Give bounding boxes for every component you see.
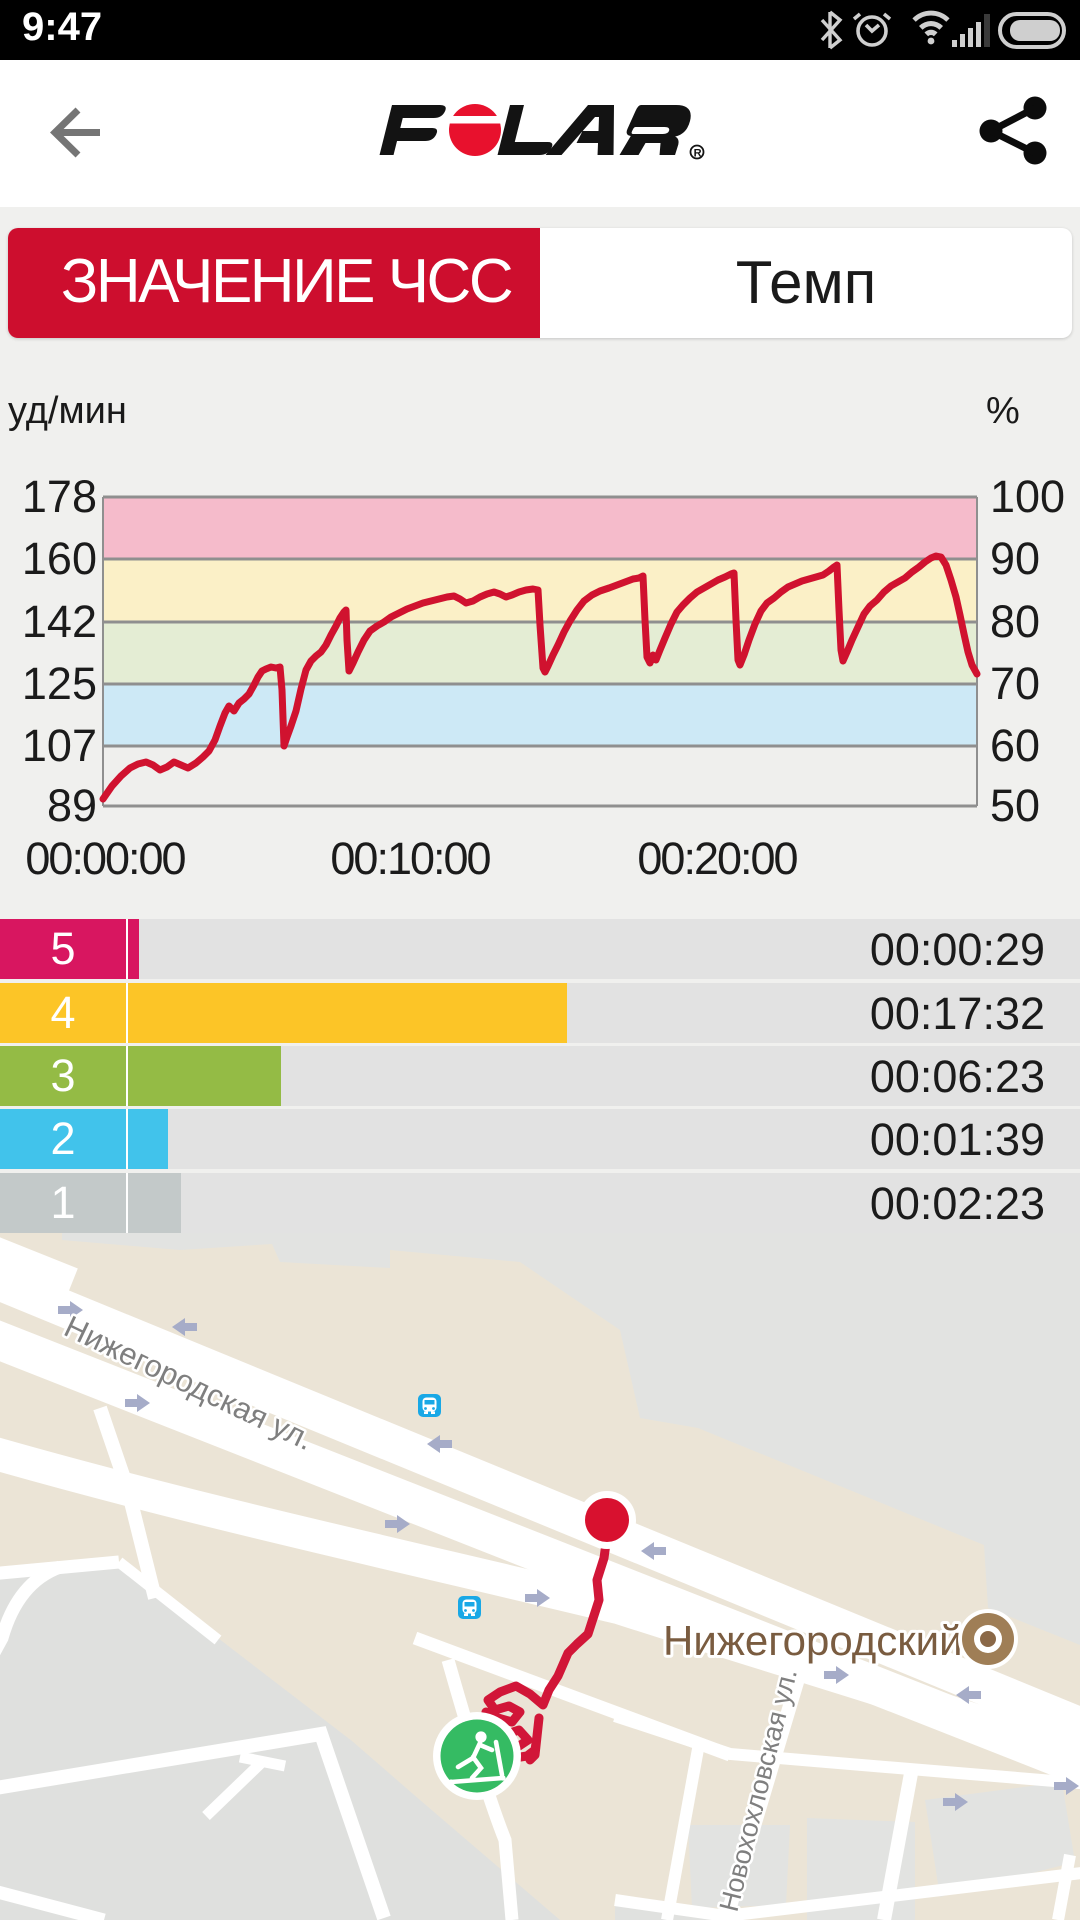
- svg-text:89: 89: [47, 780, 97, 831]
- svg-text:100: 100: [990, 471, 1065, 522]
- svg-text:60: 60: [990, 720, 1040, 771]
- svg-text:160: 160: [22, 533, 97, 584]
- svg-text:125: 125: [22, 658, 97, 709]
- svg-text:90: 90: [990, 533, 1040, 584]
- svg-text:Нижегородский: Нижегородский: [663, 1617, 963, 1664]
- svg-text:00:20:00: 00:20:00: [637, 833, 797, 884]
- svg-text:50: 50: [990, 780, 1040, 831]
- svg-text:00:00:00: 00:00:00: [25, 833, 185, 884]
- svg-text:00:10:00: 00:10:00: [330, 833, 490, 884]
- svg-text:142: 142: [22, 596, 97, 647]
- svg-text:R: R: [694, 148, 702, 160]
- svg-text:80: 80: [990, 596, 1040, 647]
- svg-text:178: 178: [22, 471, 97, 522]
- svg-text:70: 70: [990, 658, 1040, 709]
- svg-text:107: 107: [22, 720, 97, 771]
